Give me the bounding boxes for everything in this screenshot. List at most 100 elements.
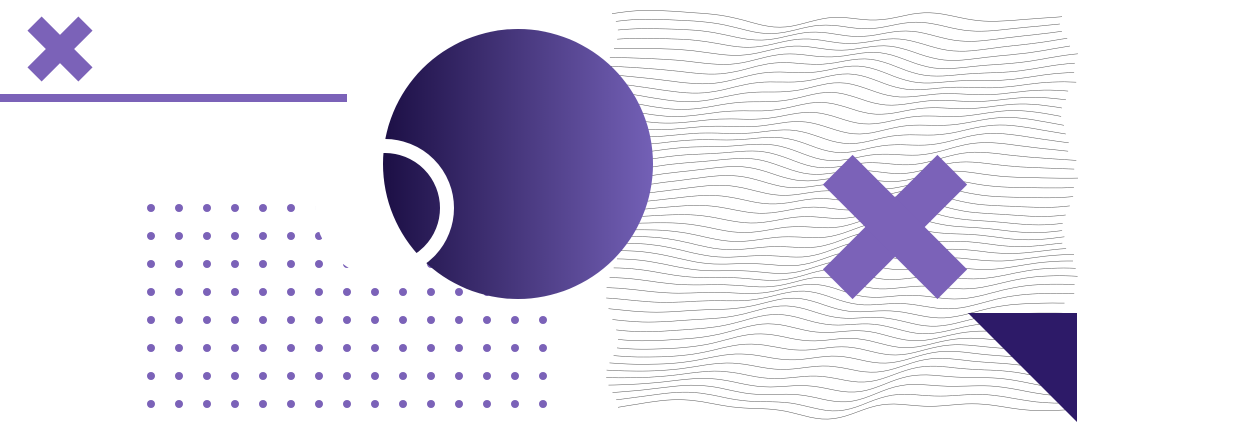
dot (175, 260, 183, 268)
dot (175, 204, 183, 212)
dot (231, 260, 239, 268)
dot (147, 372, 155, 380)
dot (287, 316, 295, 324)
dot (175, 372, 183, 380)
wave-line (606, 65, 1075, 85)
dot (175, 400, 183, 408)
dot (259, 232, 267, 240)
dot (147, 316, 155, 324)
dot (511, 316, 519, 324)
dot (175, 316, 183, 324)
x-mark-small-icon (27, 16, 93, 82)
dot (427, 400, 435, 408)
dot (315, 344, 323, 352)
x-mark-large-icon (822, 154, 968, 300)
wave-line (606, 283, 1075, 300)
dot (539, 344, 547, 352)
gradient-circle (383, 29, 653, 299)
dot (231, 232, 239, 240)
wave-line (615, 92, 1066, 110)
dot (147, 232, 155, 240)
white-ring (316, 139, 454, 277)
corner-triangle (968, 313, 1077, 422)
dot (231, 400, 239, 408)
wave-line (609, 199, 1066, 217)
dot (427, 316, 435, 324)
dot (343, 344, 351, 352)
dot (483, 316, 491, 324)
dot (231, 316, 239, 324)
dot (511, 372, 519, 380)
dot (455, 288, 463, 296)
dot (455, 344, 463, 352)
dot (147, 260, 155, 268)
dot (343, 316, 351, 324)
dot (147, 204, 155, 212)
wave-line (608, 374, 1077, 393)
wave-line (606, 290, 1075, 310)
dot (287, 232, 295, 240)
dot (539, 372, 547, 380)
wave-lines-pattern (606, 10, 1079, 420)
dot (175, 344, 183, 352)
dot (315, 372, 323, 380)
wave-line (616, 241, 1067, 258)
dot (287, 204, 295, 212)
dot (203, 372, 211, 380)
dot (427, 372, 435, 380)
dot (483, 372, 491, 380)
dot (315, 288, 323, 296)
dot (427, 288, 435, 296)
dot (399, 372, 407, 380)
dot (315, 400, 323, 408)
dot (231, 344, 239, 352)
dot (287, 400, 295, 408)
dot (399, 316, 407, 324)
wave-line (611, 10, 1063, 28)
wave-line (608, 297, 1065, 319)
wave-line (617, 399, 1069, 420)
dot (231, 372, 239, 380)
dot (203, 288, 211, 296)
wave-line (612, 384, 1075, 403)
dot (315, 316, 323, 324)
wave-line (606, 358, 1075, 375)
dot (371, 372, 379, 380)
dot (539, 316, 547, 324)
dot (343, 288, 351, 296)
wave-line (608, 222, 1065, 242)
dot (287, 260, 295, 268)
wave-line (609, 351, 1072, 365)
wave-line (615, 19, 1060, 34)
horizontal-accent-bar (0, 94, 347, 102)
dot (455, 400, 463, 408)
dot (315, 260, 323, 268)
dot (259, 400, 267, 408)
wave-line (606, 206, 1063, 226)
wave-line (609, 52, 1078, 69)
wave-line (613, 45, 1071, 61)
dot (399, 400, 407, 408)
dot (147, 288, 155, 296)
wave-line (606, 133, 1069, 153)
dot (539, 400, 547, 408)
wave-line (616, 333, 1062, 350)
dot (371, 400, 379, 408)
wave-line (613, 117, 1064, 135)
dot (203, 232, 211, 240)
wave-line (613, 343, 1064, 358)
dot (203, 316, 211, 324)
wave-line (617, 38, 1068, 52)
dot (259, 260, 267, 268)
wave-line (612, 82, 1069, 102)
dot (287, 372, 295, 380)
dot (175, 288, 183, 296)
wave-line (606, 365, 1075, 383)
dot (147, 344, 155, 352)
dot (455, 316, 463, 324)
wave-line (616, 391, 1073, 412)
wave-line (617, 28, 1062, 42)
wave-line (606, 213, 1063, 233)
wave-line (606, 58, 1075, 77)
